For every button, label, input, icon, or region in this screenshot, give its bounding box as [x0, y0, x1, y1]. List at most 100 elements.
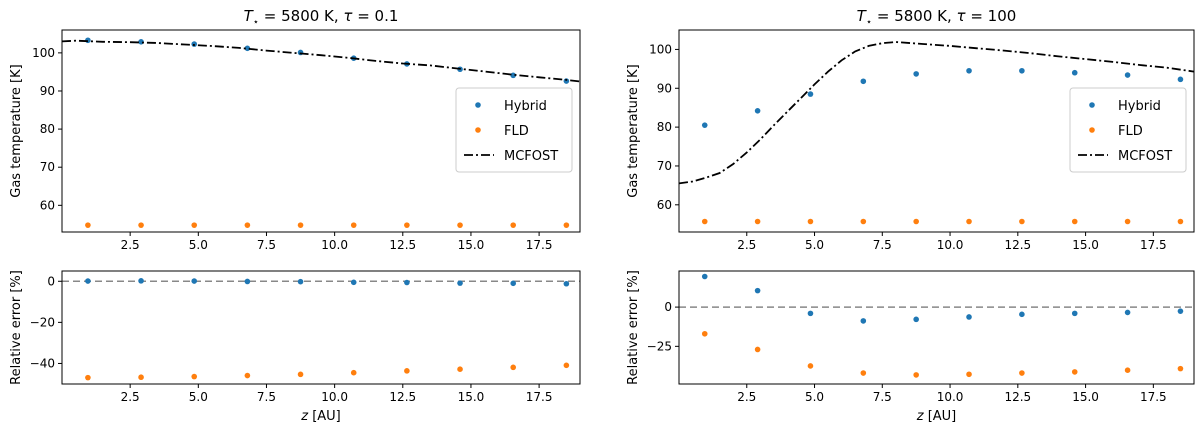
x-tick-label: 10.0 — [937, 238, 964, 252]
fld-point — [966, 371, 972, 378]
fld-point — [85, 374, 91, 381]
legend-hybrid-swatch — [1089, 102, 1095, 108]
x-tick-label: 17.5 — [1140, 390, 1167, 404]
fld-point — [913, 218, 919, 225]
axes-frame — [61, 29, 581, 233]
hybrid-point — [191, 278, 198, 284]
fld-point — [701, 218, 708, 225]
fld-point — [860, 370, 867, 376]
hybrid-point — [966, 67, 972, 74]
fld-point — [563, 362, 570, 369]
y-tick-label: −25 — [647, 339, 672, 353]
fld-point — [563, 222, 570, 228]
y-axis-label: Gas temperature [K] — [9, 64, 24, 197]
fld-point — [807, 363, 814, 369]
y-tick-label: 70 — [657, 159, 672, 173]
hybrid-point — [913, 316, 919, 323]
x-tick-label: 5.0 — [189, 238, 208, 252]
hybrid-point — [244, 278, 251, 285]
fld-point — [138, 222, 144, 228]
hybrid-point — [350, 279, 357, 286]
hybrid-point — [807, 91, 814, 97]
hybrid-point — [1019, 311, 1025, 318]
hybrid-point — [510, 280, 517, 287]
fld-point — [457, 222, 463, 228]
x-tick-label: 2.5 — [737, 238, 756, 252]
legend-hybrid-label: Hybrid — [1118, 99, 1161, 114]
x-tick-label: 7.5 — [873, 238, 892, 252]
x-tick-label: 12.5 — [1004, 238, 1031, 252]
mcfost-series-line — [62, 39, 580, 83]
x-tick-label: 12.5 — [389, 390, 416, 404]
fld-point — [297, 222, 304, 228]
hybrid-point — [701, 122, 708, 128]
hybrid-point — [457, 280, 463, 286]
fld-point — [510, 222, 517, 228]
hybrid-point — [1177, 308, 1184, 314]
hybrid-point — [807, 310, 814, 317]
fld-point — [350, 222, 357, 228]
fld-point — [1177, 365, 1184, 372]
x-tick-label: 17.5 — [526, 238, 553, 252]
fld-point — [1071, 369, 1078, 375]
axes-frame — [61, 270, 581, 385]
y-tick-label: 90 — [40, 84, 55, 98]
mcfost-series-line — [679, 41, 1194, 185]
x-tick-label: 12.5 — [389, 238, 416, 252]
x-axis-label: z [AU] — [916, 409, 957, 424]
hybrid-point — [1124, 309, 1131, 316]
chart-title: T⋆ = 5800 K, τ = 0.1 — [244, 7, 399, 28]
hybrid-point — [966, 314, 972, 320]
hybrid-point — [913, 71, 919, 77]
x-tick-label: 7.5 — [257, 390, 276, 404]
y-tick-label: −40 — [30, 356, 55, 370]
legend-fld-swatch — [475, 127, 481, 133]
y-tick-label: 100 — [32, 46, 55, 60]
x-tick-label: 5.0 — [189, 390, 208, 404]
y-tick-label: 0 — [47, 274, 55, 288]
y-tick-label: 80 — [657, 120, 672, 134]
fld-point — [297, 371, 304, 378]
x-tick-label: 17.5 — [1140, 238, 1167, 252]
y-axis-label: Gas temperature [K] — [626, 64, 641, 197]
fld-point — [701, 330, 708, 337]
legend-box — [455, 87, 573, 173]
legend-fld-label: FLD — [504, 124, 529, 139]
y-tick-label: 90 — [657, 81, 672, 95]
hybrid-point — [1019, 67, 1025, 74]
x-tick-label: 12.5 — [1004, 390, 1031, 404]
hybrid-point — [1124, 72, 1131, 78]
y-axis-label: Relative error [%] — [9, 270, 24, 385]
legend-hybrid-label: Hybrid — [504, 99, 547, 114]
fld-point — [191, 373, 198, 380]
hybrid-point — [297, 278, 304, 285]
fld-point — [1019, 218, 1025, 225]
x-tick-label: 15.0 — [1072, 238, 1099, 252]
fld-point — [966, 218, 972, 225]
fld-point — [191, 222, 198, 228]
y-axis-label: Relative error [%] — [626, 270, 641, 385]
legend-mcfost-label: MCFOST — [1118, 149, 1172, 164]
panel-top-right: 2.5 5.0 7.5 10.0 12.5 15.0 17.5 60 70 80 90 100 Gas … — [626, 7, 1195, 252]
y-tick-label: −20 — [30, 315, 55, 329]
hybrid-point — [860, 318, 867, 324]
x-tick-label: 2.5 — [121, 238, 140, 252]
fld-point — [1019, 370, 1025, 376]
hybrid-point — [85, 278, 91, 284]
x-tick-label: 2.5 — [737, 390, 756, 404]
fld-point — [754, 218, 761, 225]
fld-point — [510, 364, 517, 371]
x-tick-label: 2.5 — [121, 390, 140, 404]
fld-point — [404, 368, 410, 374]
fld-point — [1124, 218, 1131, 225]
hybrid-point — [1071, 310, 1078, 317]
fld-point — [807, 218, 814, 225]
legend: Hybrid FLD MCFOST — [455, 87, 573, 173]
hybrid-point — [563, 78, 570, 84]
legend-fld-swatch — [1089, 127, 1095, 133]
panel-top-left: 2.5 5.0 7.5 10.0 12.5 15.0 17.5 60 70 80 90 100 Gas … — [9, 7, 581, 252]
hybrid-point — [510, 72, 517, 79]
legend-mcfost-label: MCFOST — [504, 149, 558, 164]
axes-frame — [678, 29, 1195, 233]
